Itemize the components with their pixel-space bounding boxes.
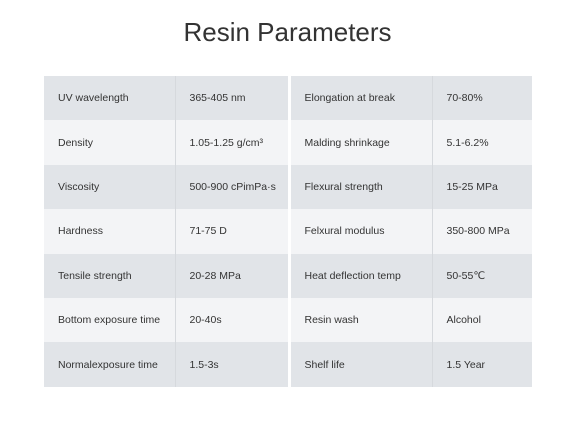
parameter-name: Heat deflection temp [289, 253, 433, 298]
parameter-value: 5.1-6.2% [432, 120, 532, 165]
parameter-value: 1.5 Year [432, 342, 532, 387]
parameter-name: Viscosity [44, 164, 176, 210]
parameter-value: Alcohol [432, 297, 532, 343]
parameter-value: 15-25 MPa [432, 164, 532, 210]
parameter-name: Hardness [44, 209, 176, 254]
parameter-value: 365-405 nm [175, 76, 291, 121]
parameter-value: 20-28 MPa [175, 253, 291, 298]
table-row: Viscosity 500-900 cPimPa·s Flexural streng… [44, 164, 532, 210]
parameter-value: 350-800 MPa [432, 209, 532, 254]
parameter-value: 500-900 cPimPa·s [175, 164, 291, 210]
parameter-name: Shelf life [289, 342, 433, 387]
parameter-name: Elongation at break [289, 76, 433, 121]
parameter-table: UV wavelength 365-405 nm Elongation at bre… [44, 76, 532, 387]
parameter-name: Density [44, 120, 176, 165]
parameter-value: 70-80% [432, 76, 532, 121]
parameter-value: 50-55℃ [432, 253, 532, 298]
table-row: Normalexposure time 1.5-3s Shelf life 1.5 Y… [44, 342, 532, 387]
parameter-name: Malding shrinkage [289, 120, 433, 165]
table-row: Density 1.05-1.25 g/cm³ Malding shrinkage 5… [44, 120, 532, 165]
parameter-value: 1.5-3s [175, 342, 291, 387]
parameter-name: Felxural modulus [289, 209, 433, 254]
table-row: Hardness 71-75 D Felxural modulus 350-800 M… [44, 209, 532, 254]
parameter-value: 71-75 D [175, 209, 291, 254]
table-row: UV wavelength 365-405 nm Elongation at bre… [44, 76, 532, 121]
parameter-value: 20-40s [175, 297, 291, 343]
parameter-value: 1.05-1.25 g/cm³ [175, 120, 291, 165]
parameter-name: Flexural strength [289, 164, 433, 210]
parameter-name: Normalexposure time [44, 342, 176, 387]
parameter-name: Resin wash [289, 297, 433, 343]
parameter-name: Bottom exposure time [44, 297, 176, 343]
title: Resin Parameters [183, 17, 392, 47]
parameter-name: UV wavelength [44, 76, 176, 121]
table-row: Bottom exposure time 20-40s Resin wash Alco… [44, 297, 532, 343]
parameter-name: Tensile strength [44, 253, 176, 298]
table-row: Tensile strength 20-28 MPa Heat deflection… [44, 253, 532, 298]
